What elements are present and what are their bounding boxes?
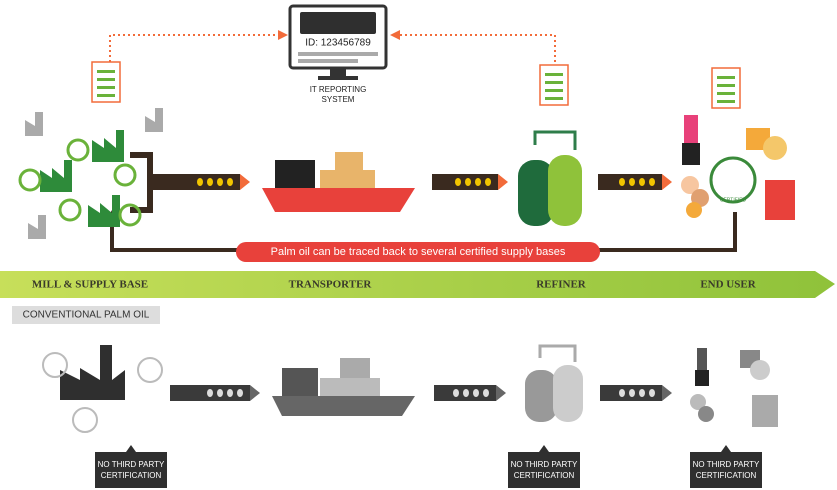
oil-drop [217, 389, 223, 397]
refiner [518, 132, 582, 226]
it-id: ID: 123456789 [305, 38, 371, 49]
oil-drop [455, 178, 461, 186]
it-label: SYSTEM [322, 95, 355, 104]
no-certification-note: NO THIRD PARTY CERTIFICATION [508, 452, 580, 488]
check-line [717, 100, 735, 103]
other-mill [25, 112, 43, 136]
oil-drop [207, 178, 213, 186]
oil-drop [473, 389, 479, 397]
oil-drop [629, 178, 635, 186]
stage-label: END USER [700, 279, 756, 291]
arrow-head [390, 30, 400, 40]
certified-mill [88, 195, 120, 227]
grey-products [690, 348, 778, 427]
oil-drop [227, 178, 233, 186]
no-certification-note: NO THIRD PARTY CERTIFICATION [690, 452, 762, 488]
oil-drop [649, 178, 655, 186]
pipe-tip [240, 174, 250, 190]
check-line [97, 86, 115, 89]
check-line [717, 84, 735, 87]
oil-drop [237, 389, 243, 397]
palm-tree [60, 200, 80, 220]
oil-drop [639, 389, 645, 397]
it-label: IT REPORTING [310, 85, 367, 94]
stage-label: MILL & SUPPLY BASE [32, 279, 148, 291]
check-line [97, 78, 115, 81]
report-arrow [110, 35, 278, 62]
oil-drop [217, 178, 223, 186]
oil-drop [207, 389, 213, 397]
check-line [545, 73, 563, 76]
ship [262, 152, 415, 212]
stage-label: REFINER [536, 279, 587, 291]
grey-ship [272, 358, 415, 416]
certified-mill [40, 160, 72, 192]
oil-drop [639, 178, 645, 186]
palm-tree [20, 170, 40, 190]
check-line [717, 92, 735, 95]
grey-refiner [525, 346, 583, 422]
oil-drop [629, 389, 635, 397]
diagram: ID: 123456789 IT REPORTING SYSTEM Palm o… [0, 0, 837, 490]
palm-tree [115, 165, 135, 185]
certified-label: CERTIFIED [720, 197, 747, 203]
oil-drop [619, 178, 625, 186]
end-user-products [681, 115, 795, 220]
check-line [545, 97, 563, 100]
oil-drop [463, 389, 469, 397]
arrow-head [278, 30, 288, 40]
pipe [150, 174, 240, 190]
oil-drop [485, 178, 491, 186]
pipe-tip [496, 385, 506, 401]
check-line [97, 70, 115, 73]
conventional-title: CONVENTIONAL PALM OIL [23, 310, 150, 321]
pipe-tip [250, 385, 260, 401]
oil-drop [483, 389, 489, 397]
check-line [97, 94, 115, 97]
oil-drop [197, 178, 203, 186]
certified-mill [92, 130, 124, 162]
check-line [717, 76, 735, 79]
other-mill [145, 108, 163, 132]
grey-factory [43, 345, 162, 432]
trace-note: Palm oil can be traced back to several c… [271, 246, 566, 258]
other-mill [28, 215, 46, 239]
oil-drop [453, 389, 459, 397]
oil-drop [227, 389, 233, 397]
oil-drop [465, 178, 471, 186]
pipe-tip [498, 174, 508, 190]
pipe-tip [662, 174, 672, 190]
stage-label: TRANSPORTER [289, 279, 373, 291]
oil-drop [649, 389, 655, 397]
check-line [545, 81, 563, 84]
oil-drop [475, 178, 481, 186]
report-arrow [400, 35, 555, 62]
check-line [545, 89, 563, 92]
pipe-tip [662, 385, 672, 401]
oil-drop [619, 389, 625, 397]
no-certification-note: NO THIRD PARTY CERTIFICATION [95, 452, 167, 488]
palm-tree [68, 140, 88, 160]
infographic: ID: 123456789 IT REPORTING SYSTEM Palm o… [0, 0, 837, 490]
